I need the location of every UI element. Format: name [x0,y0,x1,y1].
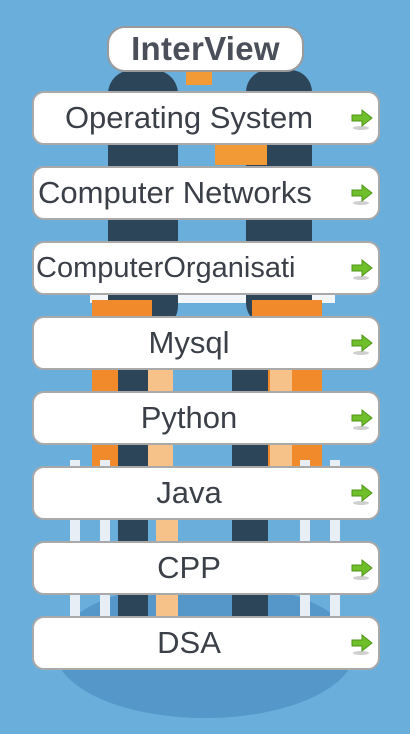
menu-item-dsa[interactable]: DSA [32,616,380,670]
menu-item-label: Python [34,393,344,443]
green-arrow-right-icon [350,557,374,581]
green-arrow-right-icon [350,182,374,206]
menu-item-java[interactable]: Java [32,466,380,520]
menu-item-computer-organisation[interactable]: ComputerOrganisati [32,241,380,295]
menu-item-cpp[interactable]: CPP [32,541,380,595]
menu-item-label: CPP [34,543,344,593]
green-arrow-right-icon [350,257,374,281]
topic-menu: Operating System Computer Networks Compu… [32,91,380,691]
menu-item-label: ComputerOrganisati [34,243,344,293]
app-title: InterView [107,26,304,72]
menu-item-python[interactable]: Python [32,391,380,445]
green-arrow-right-icon [350,107,374,131]
menu-item-mysql[interactable]: Mysql [32,316,380,370]
menu-item-label: Operating System [34,93,344,143]
green-arrow-right-icon [350,632,374,656]
menu-item-label: Java [34,468,344,518]
menu-item-label: Computer Networks [34,168,344,218]
menu-item-label: DSA [34,618,344,668]
menu-item-label: Mysql [34,318,344,368]
menu-item-operating-system[interactable]: Operating System [32,91,380,145]
menu-item-computer-networks[interactable]: Computer Networks [32,166,380,220]
green-arrow-right-icon [350,482,374,506]
green-arrow-right-icon [350,407,374,431]
green-arrow-right-icon [350,332,374,356]
